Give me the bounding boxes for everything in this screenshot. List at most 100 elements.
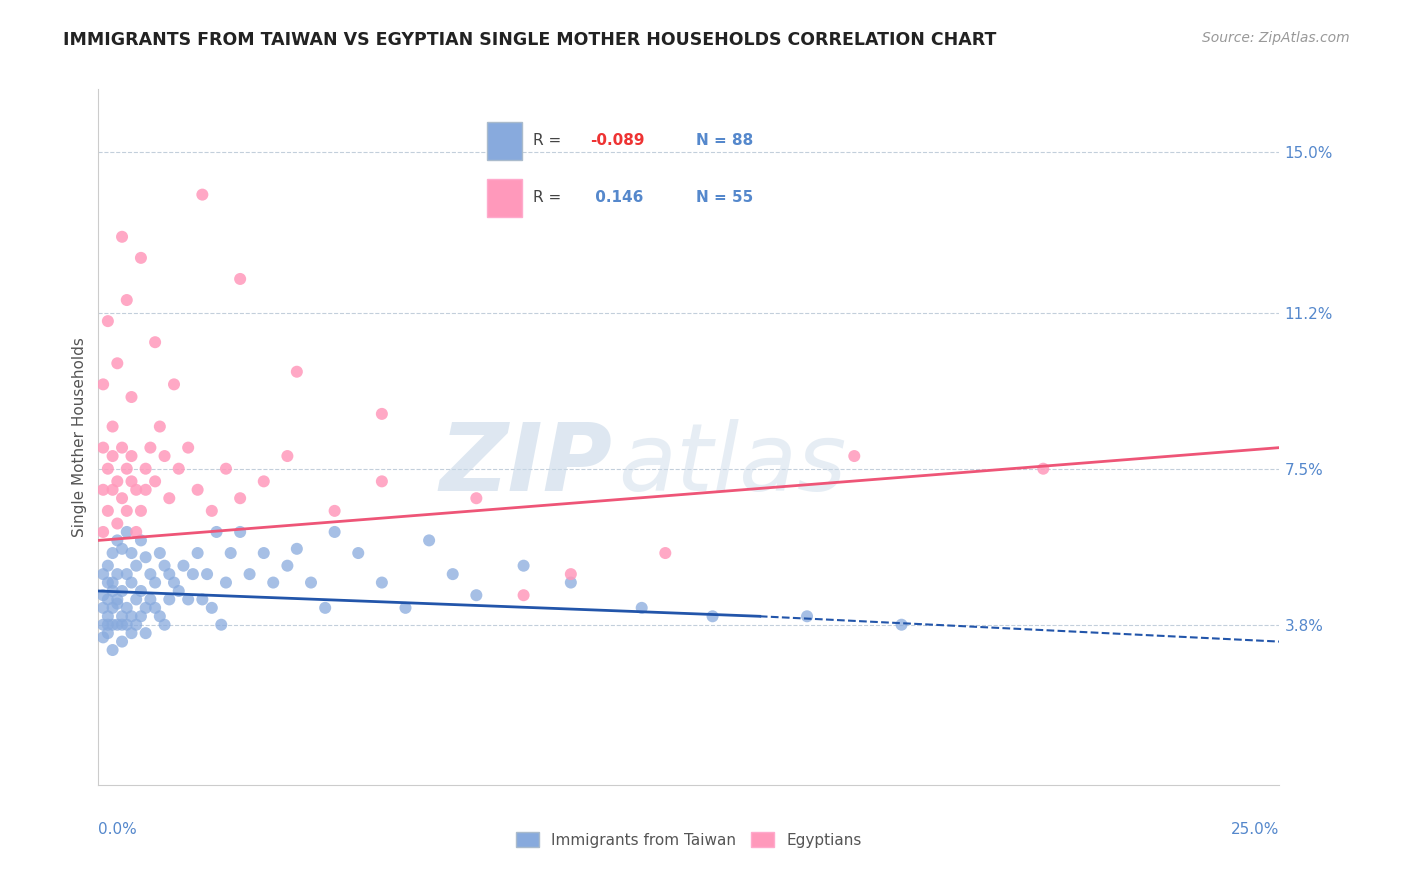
Point: [262, 575, 284, 590]
Point: [91, 524, 114, 539]
Point: [97, 558, 120, 573]
Point: [105, 533, 128, 548]
Point: [101, 617, 124, 632]
Point: [201, 504, 224, 518]
Point: [512, 558, 534, 573]
Point: [101, 643, 124, 657]
Point: [121, 475, 143, 489]
Point: [1032, 461, 1054, 475]
Point: [191, 187, 214, 202]
Point: [560, 575, 582, 590]
Text: IMMIGRANTS FROM TAIWAN VS EGYPTIAN SINGLE MOTHER HOUSEHOLDS CORRELATION CHART: IMMIGRANTS FROM TAIWAN VS EGYPTIAN SINGL…: [63, 31, 997, 49]
Point: [115, 504, 138, 518]
Point: [105, 567, 128, 582]
Point: [181, 567, 204, 582]
Point: [191, 592, 214, 607]
Point: [253, 546, 276, 560]
Point: [101, 419, 124, 434]
Point: [139, 441, 162, 455]
Point: [157, 491, 180, 506]
Point: [157, 592, 180, 607]
Point: [111, 634, 134, 648]
Point: [153, 617, 176, 632]
Point: [111, 441, 134, 455]
Point: [115, 461, 138, 475]
Point: [139, 592, 162, 607]
Point: [125, 592, 148, 607]
Point: [97, 609, 120, 624]
Point: [91, 567, 114, 582]
Point: [111, 617, 134, 632]
Point: [276, 558, 298, 573]
Point: [177, 592, 200, 607]
Point: [153, 558, 176, 573]
Point: [101, 483, 124, 497]
Point: [111, 584, 134, 599]
Point: [195, 567, 218, 582]
Point: [143, 600, 166, 615]
Point: [172, 558, 194, 573]
Point: [105, 617, 128, 632]
Point: [91, 441, 114, 455]
Point: [285, 365, 308, 379]
Point: [299, 575, 322, 590]
Point: [177, 441, 200, 455]
Point: [239, 567, 262, 582]
Point: [129, 533, 152, 548]
Point: [97, 626, 120, 640]
Point: [121, 626, 143, 640]
Point: [97, 575, 120, 590]
Point: [201, 600, 224, 615]
Point: [441, 567, 464, 582]
Point: [371, 475, 394, 489]
Point: [465, 588, 488, 602]
Point: [105, 475, 128, 489]
Point: [105, 516, 128, 531]
Point: [111, 491, 134, 506]
Point: [121, 546, 143, 560]
Text: 25.0%: 25.0%: [1232, 822, 1279, 837]
Y-axis label: Single Mother Households: Single Mother Households: [72, 337, 87, 537]
Point: [149, 419, 172, 434]
Point: [97, 592, 120, 607]
Point: [91, 588, 114, 602]
Point: [371, 575, 394, 590]
Point: [143, 575, 166, 590]
Legend: Immigrants from Taiwan, Egyptians: Immigrants from Taiwan, Egyptians: [510, 826, 868, 854]
Point: [323, 504, 346, 518]
Text: ZIP: ZIP: [439, 419, 612, 511]
Point: [285, 541, 308, 556]
Point: [167, 584, 190, 599]
Point: [465, 491, 488, 506]
Point: [135, 600, 157, 615]
Point: [135, 550, 157, 565]
Point: [215, 461, 238, 475]
Point: [111, 541, 134, 556]
Point: [143, 335, 166, 350]
Point: [111, 229, 134, 244]
Point: [101, 575, 124, 590]
Point: [163, 575, 186, 590]
Text: atlas: atlas: [619, 419, 846, 510]
Text: 0.0%: 0.0%: [98, 822, 138, 837]
Point: [418, 533, 440, 548]
Point: [125, 617, 148, 632]
Point: [276, 449, 298, 463]
Point: [97, 504, 120, 518]
Point: [229, 272, 252, 286]
Point: [91, 631, 114, 645]
Point: [97, 617, 120, 632]
Point: [91, 377, 114, 392]
Point: [219, 546, 242, 560]
Point: [125, 483, 148, 497]
Point: [187, 546, 209, 560]
Point: [560, 567, 582, 582]
Point: [121, 449, 143, 463]
Text: Source: ZipAtlas.com: Source: ZipAtlas.com: [1202, 31, 1350, 45]
Point: [347, 546, 370, 560]
Point: [630, 600, 652, 615]
Point: [115, 567, 138, 582]
Point: [229, 491, 252, 506]
Point: [371, 407, 394, 421]
Point: [101, 449, 124, 463]
